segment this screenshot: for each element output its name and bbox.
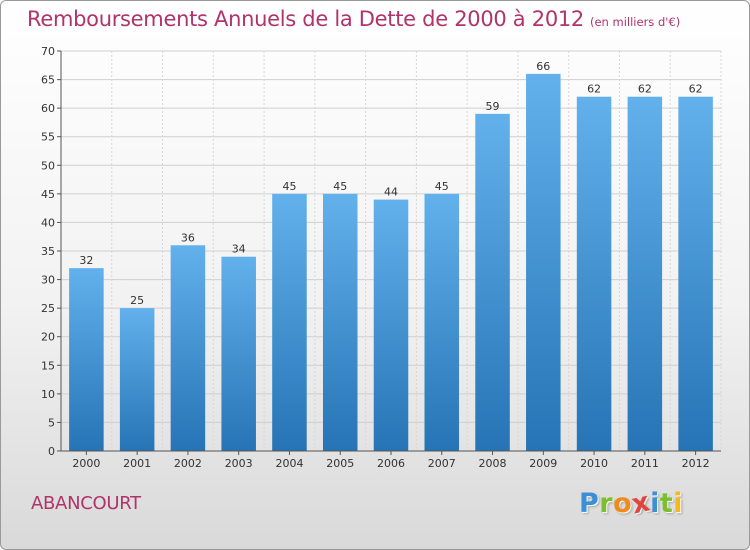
- bar-2008: [475, 113, 510, 451]
- y-tick-label: 40: [41, 216, 55, 229]
- proxiti-logo: Proxiti: [579, 486, 684, 520]
- x-tick-label: 2011: [631, 457, 659, 470]
- bars: 32 25 36 34 45 45 44 45 59 66 62 62 62: [69, 60, 713, 451]
- y-tick-label: 25: [41, 302, 55, 315]
- y-tick-label: 65: [41, 74, 55, 87]
- logo-letter: t: [659, 488, 674, 519]
- bar-2004: [272, 193, 307, 451]
- value-label: 66: [536, 60, 550, 73]
- commune-name: ABANCOURT: [31, 493, 141, 514]
- bar-2000: [69, 268, 104, 451]
- x-tick-label: 2000: [72, 457, 100, 470]
- bar-2006: [373, 199, 409, 451]
- logo-letter: i: [650, 488, 660, 519]
- x-tick-label: 2006: [377, 457, 405, 470]
- y-tick-label: 5: [48, 416, 55, 429]
- logo-letter: r: [599, 488, 614, 519]
- y-tick-label: 70: [41, 45, 55, 58]
- y-tick-label: 30: [41, 274, 55, 287]
- x-axis: 2000 2001 2002 2003 2004 2005 2006 2007 2008 2009…: [61, 450, 721, 470]
- x-tick-label: 2001: [123, 457, 151, 470]
- x-tick-label: 2005: [326, 457, 354, 470]
- y-tick-label: 10: [41, 388, 55, 401]
- unit-label: (en milliers d'€): [590, 15, 681, 29]
- value-label: 36: [181, 231, 195, 244]
- x-tick-label: 2010: [580, 457, 608, 470]
- value-label: 59: [486, 100, 500, 113]
- x-tick-label: 2004: [275, 457, 303, 470]
- value-label: 32: [79, 254, 93, 267]
- value-label: 44: [384, 186, 398, 199]
- value-label: 45: [333, 180, 347, 193]
- bar-2010: [576, 96, 612, 451]
- value-label: 45: [435, 180, 449, 193]
- x-tick-label: 2007: [428, 457, 456, 470]
- value-label: 34: [232, 243, 246, 256]
- x-tick-label: 2009: [529, 457, 557, 470]
- logo-letter: o: [613, 488, 633, 519]
- y-tick-label: 60: [41, 102, 55, 115]
- y-tick-label: 45: [41, 188, 55, 201]
- title-text: Remboursements Annuels de la Dette de 20…: [27, 7, 584, 31]
- y-axis: 0 5 10 15 20 25 30 35 40 45 50 55 60 65 70: [41, 45, 62, 458]
- x-tick-label: 2002: [174, 457, 202, 470]
- bar-2001: [119, 308, 155, 451]
- value-label: 62: [689, 83, 703, 96]
- chart-title: Remboursements Annuels de la Dette de 20…: [27, 7, 680, 31]
- y-tick-label: 55: [41, 131, 55, 144]
- logo-letter: P: [579, 488, 600, 519]
- value-label: 45: [282, 180, 296, 193]
- x-tick-label: 2012: [682, 457, 710, 470]
- value-label: 62: [587, 83, 601, 96]
- y-tick-label: 20: [41, 331, 55, 344]
- bar-2005: [322, 193, 358, 451]
- bar-2007: [424, 193, 460, 451]
- logo-letter: i: [673, 488, 684, 519]
- y-tick-label: 50: [41, 159, 55, 172]
- bar-2011: [627, 96, 663, 451]
- y-tick-label: 35: [41, 245, 55, 258]
- bar-2012: [678, 96, 713, 451]
- value-label: 62: [638, 83, 652, 96]
- y-tick-label: 0: [48, 445, 55, 458]
- x-tick-label: 2003: [225, 457, 253, 470]
- bar-2003: [221, 256, 256, 451]
- bar-2002: [170, 245, 206, 451]
- value-label: 25: [130, 294, 144, 307]
- x-tick-label: 2008: [479, 457, 507, 470]
- y-tick-label: 15: [41, 359, 55, 372]
- bar-2009: [526, 73, 561, 451]
